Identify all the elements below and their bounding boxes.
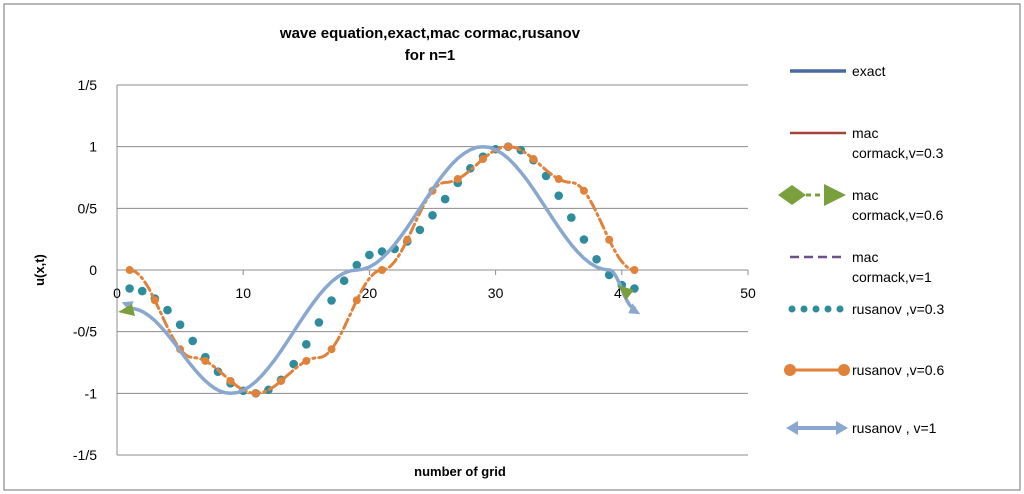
y-tick-label: -1/5 — [73, 447, 97, 463]
rusanov-0-6-point — [378, 266, 387, 274]
chart-title: wave equation,exact,mac cormac,rusanov — [279, 25, 581, 42]
rusanov-0-3-point — [579, 235, 589, 244]
y-tick-label: 1/5 — [78, 77, 98, 93]
legend-marker — [812, 305, 820, 313]
legend-marker — [824, 184, 846, 206]
rusanov-0-6-point — [277, 376, 286, 385]
rusanov-0-6-point — [630, 266, 639, 274]
rusanov-0-3-point — [554, 191, 563, 200]
rusanov-0-6-point — [226, 376, 235, 385]
legend-marker — [836, 421, 848, 435]
rusanov-0-6-point — [251, 389, 260, 398]
legend-marker — [838, 364, 850, 376]
rusanov-0-3-point — [175, 320, 185, 330]
rusanov-0-3-point — [592, 254, 601, 264]
rusanov-0-3-point — [428, 210, 437, 220]
rusanov-0-6-point — [504, 142, 513, 151]
x-tick-label: 0 — [113, 285, 121, 301]
rusanov-0-6-point — [579, 186, 588, 195]
rusanov-0-6-point — [125, 266, 134, 274]
x-tick-label: 10 — [235, 285, 251, 301]
plot-area: 1/510/50-0/5-1-1/50 10 20 30 40 50 — [73, 77, 756, 463]
rusanov-0-6-point — [403, 235, 412, 244]
legend-marker — [786, 421, 798, 435]
y-tick-label: 1 — [89, 139, 97, 155]
rusanov-0-3-point — [352, 260, 362, 270]
rusanov-0-6-point — [352, 296, 361, 305]
rusanov-0-6-point — [605, 235, 614, 244]
legend-label: rusanov , v=1 — [852, 420, 937, 436]
legend-label: mac cormack,v=0.3 — [852, 125, 944, 161]
legend-marker — [788, 305, 796, 313]
rusanov-0-6-point — [453, 175, 462, 184]
chart-subtitle: for n=1 — [405, 47, 455, 64]
rusanov-0-6-point — [327, 345, 336, 354]
rusanov-0-3-point — [567, 213, 576, 222]
arrow-end-icon — [628, 303, 641, 315]
legend-item: mac cormack,v=0.3 — [790, 125, 944, 161]
rusanov-0-3-point — [314, 318, 324, 327]
y-tick-label: 0/5 — [78, 200, 98, 216]
legend-item: rusanov ,v=0.3 — [788, 301, 944, 317]
y-tick-label: 0 — [89, 262, 97, 278]
rusanov-0-6-point — [302, 356, 311, 365]
y-axis-label: u(x,t) — [32, 254, 47, 286]
legend-item: exact — [790, 63, 886, 79]
rusanov-0-6-point — [201, 356, 210, 365]
legend-item: rusanov ,v=0.6 — [784, 362, 944, 378]
x-tick-label: 50 — [740, 285, 756, 301]
series-line-5 — [128, 145, 636, 395]
x-tick-label: 30 — [488, 285, 504, 301]
legend-marker — [778, 185, 806, 205]
x-tick-label: 20 — [362, 285, 378, 301]
y-tick-label: -1 — [85, 385, 98, 401]
rusanov-0-3-point — [188, 336, 198, 346]
legend-label: rusanov ,v=0.3 — [852, 301, 944, 317]
legend-item: rusanov , v=1 — [786, 420, 937, 436]
rusanov-0-6-point — [478, 155, 487, 164]
legend-marker — [824, 305, 832, 313]
rusanov-0-3-point — [327, 296, 336, 305]
legend-marker — [800, 305, 808, 313]
rusanov-0-3-point — [137, 286, 147, 296]
legend-item: mac cormack,v=0.6 — [778, 184, 944, 223]
legend-label: mac cormack,v=0.6 — [852, 187, 944, 223]
legend-label: exact — [852, 63, 886, 79]
legend-marker — [836, 305, 844, 313]
x-axis-label: number of grid — [414, 464, 506, 479]
legend-item: mac cormack,v=1 — [790, 249, 932, 285]
y-tick-label: -0/5 — [73, 324, 97, 340]
rusanov-0-3-point — [415, 225, 425, 235]
rusanov-0-3-point — [339, 276, 349, 286]
legend-label: mac cormack,v=1 — [852, 249, 932, 285]
mac-cormack-0-6-end-marker — [618, 285, 634, 300]
legend: exact mac cormack,v=0.3 mac cormack,v=0.6 mac… — [778, 63, 944, 436]
legend-marker — [784, 364, 796, 376]
rusanov-0-3-point — [365, 250, 374, 260]
rusanov-0-6-point — [554, 175, 563, 184]
mac-cormack-0-6-start-marker — [118, 304, 135, 316]
rusanov-0-3-point — [125, 284, 134, 293]
rusanov-0-3-point — [302, 340, 311, 349]
rusanov-0-3-point — [163, 305, 172, 315]
rusanov-0-6-point — [529, 155, 538, 164]
legend-label: rusanov ,v=0.6 — [852, 362, 944, 378]
rusanov-0-3-point — [440, 194, 450, 204]
series-line-6 — [127, 144, 637, 396]
rusanov-0-6-point — [150, 296, 159, 305]
